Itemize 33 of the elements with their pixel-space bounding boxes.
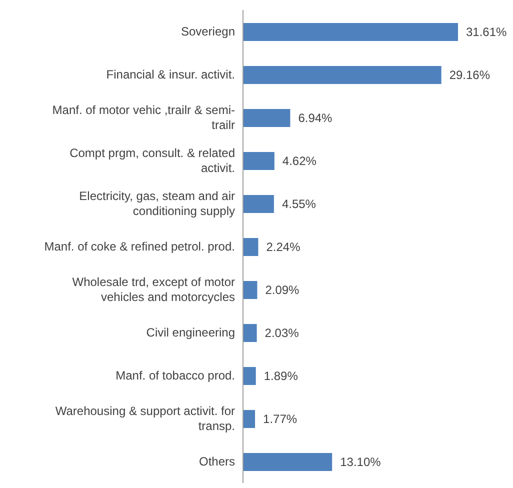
- data-label: 2.03%: [264, 326, 300, 340]
- y-tick-label: Manf. of tobacco prod.: [116, 368, 235, 382]
- y-tick-label: Financial & insur. activit.: [106, 68, 235, 82]
- bar: [243, 23, 458, 41]
- y-tick-label: Civil engineering: [146, 326, 235, 340]
- bar: [243, 66, 442, 84]
- y-tick-label: Electricity, gas, steam and air conditioning supply: [79, 189, 235, 218]
- bar: [243, 109, 290, 127]
- y-tick-label: Warehousing & support activit. for transp.: [55, 404, 235, 433]
- data-label: 2.24%: [266, 240, 301, 254]
- data-label: 1.77%: [263, 412, 298, 426]
- y-tick-label: Manf. of motor vehic ,trailr & semi-trailr: [52, 103, 235, 132]
- y-tick-label: Soveriegn: [180, 24, 235, 38]
- data-label: 29.16%: [449, 68, 490, 82]
- data-label: 4.62%: [282, 154, 317, 168]
- bar: [243, 410, 256, 428]
- bar: [243, 238, 258, 256]
- data-label: 6.94%: [298, 111, 333, 125]
- data-label: 1.89%: [264, 369, 298, 383]
- data-label: 4.55%: [282, 197, 316, 211]
- bar: [243, 453, 332, 471]
- bar: [243, 281, 258, 299]
- data-label: 2.09%: [265, 283, 300, 297]
- bar: [243, 195, 274, 213]
- y-tick-label: Others: [198, 454, 235, 468]
- data-label: 13.10%: [340, 455, 382, 469]
- bar: [243, 324, 257, 342]
- y-tick-label: Compt prgm, consult. & related activit.: [70, 146, 235, 175]
- data-label: 31.61%: [466, 25, 508, 39]
- y-tick-label: Wholesale trd, except of motor vehicles and motorcycles: [72, 275, 235, 304]
- bar: [243, 152, 274, 170]
- y-tick-label: Manf. of coke & refined petrol. prod.: [44, 240, 235, 254]
- bar: [243, 367, 256, 385]
